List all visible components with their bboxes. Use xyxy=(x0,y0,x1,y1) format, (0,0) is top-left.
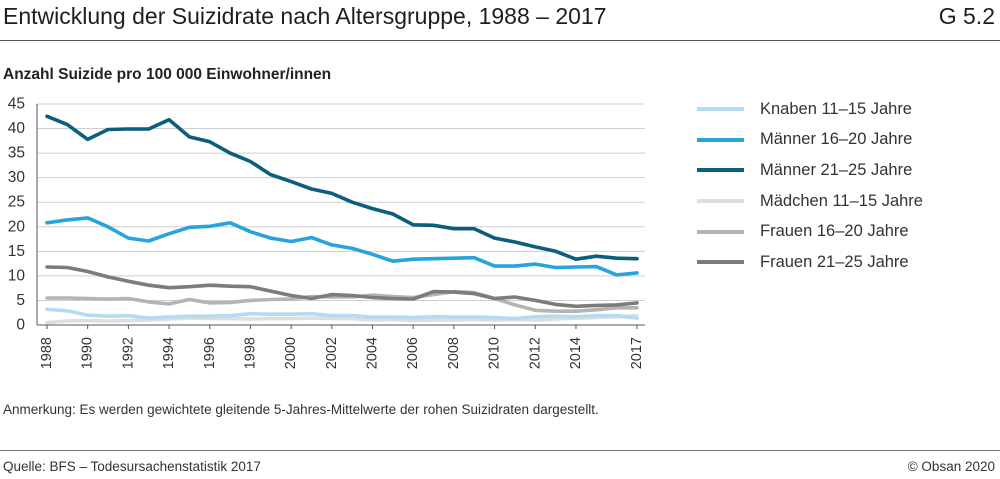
x-tick-label: 1998 xyxy=(242,337,258,369)
y-tick-label: 25 xyxy=(8,194,25,211)
legend-swatch xyxy=(697,168,744,173)
y-tick-label: 10 xyxy=(8,267,26,284)
y-tick-label: 40 xyxy=(8,120,26,137)
x-tick-label: 2000 xyxy=(283,337,299,369)
y-tick-label: 5 xyxy=(16,292,25,309)
x-tick-label: 2017 xyxy=(629,337,645,369)
line-chart: 0 5 10 15 20 25 30 35 40 45 1988 1990 1992 1994 1996 19… xyxy=(8,96,645,369)
copyright-text: © Obsan 2020 xyxy=(907,459,995,474)
chart-legend: Knaben 11–15 Jahre Männer 16–20 Jahre Männ… xyxy=(697,94,987,278)
legend-swatch xyxy=(697,260,744,265)
series-line-frauen-21-25-jahre xyxy=(45,265,639,309)
x-tick-label: 2006 xyxy=(405,337,421,369)
x-tick-label: 1994 xyxy=(161,337,177,369)
legend-item: Männer 21–25 Jahre xyxy=(697,155,987,186)
legend-item: Frauen 16–20 Jahre xyxy=(697,216,987,247)
y-tick-label: 35 xyxy=(8,145,25,162)
series-line-maenner-21-25-jahre xyxy=(45,114,639,261)
y-axis-label: Anzahl Suizide pro 100 000 Einwohner/inn… xyxy=(3,66,332,83)
x-tick-label: 2010 xyxy=(487,337,503,369)
series-line-maedchen-11-15-jahre xyxy=(45,313,639,325)
legend-item: Mädchen 11–15 Jahre xyxy=(697,186,987,217)
x-tick-label: 1990 xyxy=(80,337,96,369)
legend-label: Männer 16–20 Jahre xyxy=(760,130,913,149)
x-tick-label: 1992 xyxy=(120,337,136,369)
legend-label: Frauen 16–20 Jahre xyxy=(760,222,909,241)
legend-swatch xyxy=(697,199,744,204)
footer-divider xyxy=(0,450,1000,451)
header-divider xyxy=(0,40,1000,41)
y-tick-label: 20 xyxy=(8,218,26,235)
legend-item: Knaben 11–15 Jahre xyxy=(697,94,987,125)
x-tick-label: 2008 xyxy=(446,337,462,369)
chart-note: Anmerkung: Es werden gewichtete gleitend… xyxy=(3,402,599,417)
series-line-frauen-16-20-jahre xyxy=(45,289,639,313)
x-tick-label: 2004 xyxy=(365,337,381,369)
x-tick-label: 2014 xyxy=(568,337,584,369)
y-tick-label: 15 xyxy=(8,243,25,260)
x-tick-label: 2012 xyxy=(527,337,543,369)
x-tick-label: 2002 xyxy=(324,337,340,369)
source-text: Quelle: BFS – Todesursachenstatistik 201… xyxy=(3,459,261,474)
legend-label: Frauen 21–25 Jahre xyxy=(760,252,909,271)
x-tick-label: 1988 xyxy=(39,337,55,369)
legend-label: Mädchen 11–15 Jahre xyxy=(760,191,923,210)
legend-swatch xyxy=(697,229,744,234)
figure-number: G 5.2 xyxy=(938,3,995,29)
legend-item: Männer 16–20 Jahre xyxy=(697,125,987,156)
series-line-knaben-11-15-jahre xyxy=(45,307,639,321)
x-tick-label: 1996 xyxy=(202,337,218,369)
legend-swatch xyxy=(697,107,744,112)
y-tick-label: 45 xyxy=(8,96,25,113)
y-tick-label: 0 xyxy=(16,317,25,334)
legend-label: Männer 21–25 Jahre xyxy=(760,160,913,179)
legend-swatch xyxy=(697,137,744,142)
legend-label: Knaben 11–15 Jahre xyxy=(760,99,912,118)
series-line-maenner-16-20-jahre xyxy=(45,216,639,277)
y-tick-label: 30 xyxy=(8,169,26,186)
legend-item: Frauen 21–25 Jahre xyxy=(697,247,987,278)
chart-title: Entwicklung der Suizidrate nach Altersgr… xyxy=(3,3,607,29)
